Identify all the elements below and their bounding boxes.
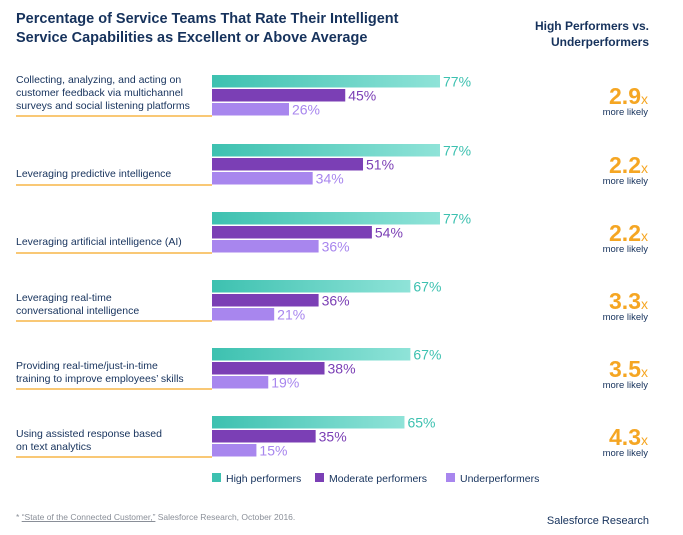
category-label: Collecting, analyzing, and acting on bbox=[16, 74, 181, 86]
moderate-performers-bar bbox=[212, 430, 316, 443]
category-label: Providing real-time/just-in-time bbox=[16, 360, 158, 372]
underperformers-bar bbox=[212, 240, 319, 253]
moderate-performers-value-label: 54% bbox=[375, 225, 403, 241]
ratio-caption: more likely bbox=[603, 107, 649, 118]
category-label: on text analytics bbox=[16, 441, 91, 453]
underperformers-bar bbox=[212, 376, 269, 389]
moderate-performers-bar bbox=[212, 158, 364, 171]
moderate-performers-bar bbox=[212, 294, 319, 307]
legend-label: High performers bbox=[226, 473, 301, 485]
ratio-caption: more likely bbox=[603, 244, 649, 255]
legend-swatch bbox=[315, 473, 324, 482]
underperformers-bar bbox=[212, 172, 313, 185]
ratio-value: 3.3x bbox=[609, 288, 648, 314]
legend-swatch bbox=[212, 473, 221, 482]
legend-label: Underperformers bbox=[460, 473, 539, 485]
ratio-column-title: High Performers vs. Underperformers bbox=[535, 18, 649, 50]
ratio-caption: more likely bbox=[603, 448, 649, 459]
high-performers-bar bbox=[212, 144, 440, 157]
moderate-performers-value-label: 38% bbox=[328, 361, 356, 377]
category-label: Leveraging real-time bbox=[16, 292, 112, 304]
ratio-value: 3.5x bbox=[609, 356, 648, 382]
brand-name: Salesforce Research bbox=[546, 515, 649, 527]
category-label: surveys and social listening platforms bbox=[16, 100, 190, 112]
ratio-caption: more likely bbox=[603, 380, 649, 391]
moderate-performers-bar bbox=[212, 362, 325, 375]
underperformers-value-label: 15% bbox=[259, 443, 287, 459]
moderate-performers-value-label: 45% bbox=[348, 88, 376, 104]
ratio-value: 2.2x bbox=[609, 152, 648, 178]
underperformers-bar bbox=[212, 308, 275, 321]
underperformers-value-label: 19% bbox=[271, 375, 299, 391]
category-label: Leveraging predictive intelligence bbox=[16, 168, 171, 180]
underperformers-value-label: 21% bbox=[277, 307, 305, 323]
moderate-performers-value-label: 51% bbox=[366, 157, 394, 173]
category-label: conversational intelligence bbox=[16, 305, 139, 317]
category-label: Using assisted response based bbox=[16, 428, 162, 440]
high-performers-value-label: 67% bbox=[413, 279, 441, 295]
legend-label: Moderate performers bbox=[329, 473, 427, 485]
high-performers-bar bbox=[212, 75, 440, 88]
underperformers-value-label: 26% bbox=[292, 102, 320, 118]
moderate-performers-value-label: 36% bbox=[322, 293, 350, 309]
moderate-performers-bar bbox=[212, 226, 372, 239]
high-performers-value-label: 67% bbox=[413, 347, 441, 363]
high-performers-value-label: 77% bbox=[443, 211, 471, 227]
ratio-caption: more likely bbox=[603, 176, 649, 187]
category-label: Leveraging artificial intelligence (AI) bbox=[16, 236, 182, 248]
underperformers-bar bbox=[212, 103, 289, 116]
ratio-title-line-1: High Performers vs. bbox=[534, 19, 649, 33]
underperformers-bar bbox=[212, 444, 257, 457]
moderate-performers-value-label: 35% bbox=[319, 429, 347, 445]
moderate-performers-bar bbox=[212, 89, 346, 102]
high-performers-bar bbox=[212, 416, 405, 429]
ratio-title-line-2: Underperformers bbox=[550, 35, 649, 49]
underperformers-value-label: 36% bbox=[322, 239, 350, 255]
ratio-caption: more likely bbox=[603, 312, 649, 323]
legend-swatch bbox=[446, 473, 455, 482]
chart-title: Percentage of Service Teams That Rate Th… bbox=[16, 10, 486, 48]
high-performers-value-label: 65% bbox=[407, 415, 435, 431]
high-performers-value-label: 77% bbox=[443, 143, 471, 159]
bar-chart: Collecting, analyzing, and acting oncust… bbox=[16, 74, 649, 485]
ratio-value: 4.3x bbox=[609, 424, 648, 450]
category-label: training to improve employees’ skills bbox=[16, 373, 184, 385]
high-performers-value-label: 77% bbox=[443, 74, 471, 90]
underperformers-value-label: 34% bbox=[316, 171, 344, 187]
ratio-value: 2.9x bbox=[609, 83, 648, 109]
high-performers-bar bbox=[212, 212, 440, 225]
chart-title-line-2: Service Capabilities as Excellent or Abo… bbox=[16, 30, 368, 46]
category-label: customer feedback via multichannel bbox=[16, 87, 183, 99]
footnote-source-text: Salesforce Research, October 2016. bbox=[155, 512, 296, 522]
chart-title-line-1: Percentage of Service Teams That Rate Th… bbox=[16, 11, 399, 27]
footnote: * “State of the Connected Customer,” Sal… bbox=[16, 512, 295, 522]
high-performers-bar bbox=[212, 348, 411, 361]
ratio-value: 2.2x bbox=[609, 220, 648, 246]
high-performers-bar bbox=[212, 280, 411, 293]
footnote-source-link[interactable]: “State of the Connected Customer,” bbox=[21, 512, 156, 522]
footnote-marker: * bbox=[16, 512, 20, 522]
